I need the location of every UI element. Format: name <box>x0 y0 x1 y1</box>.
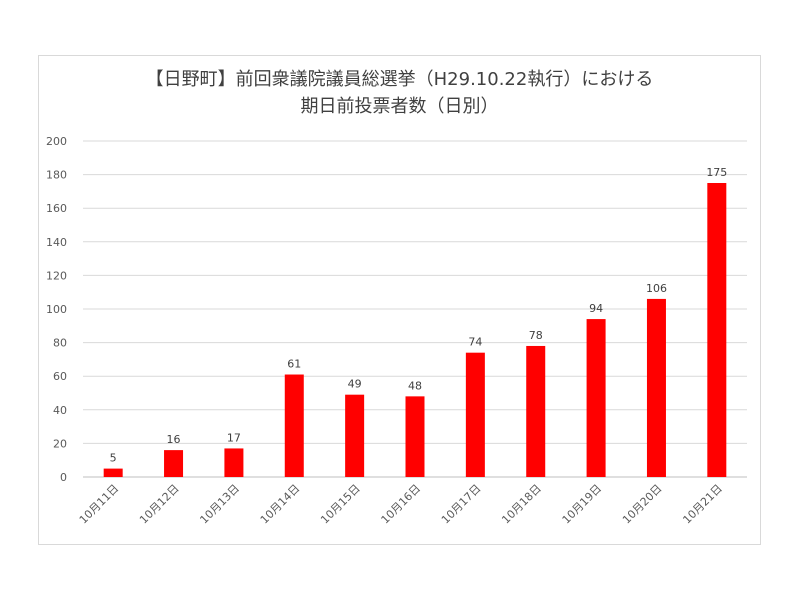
y-tick-label: 140 <box>46 236 67 249</box>
data-label: 49 <box>348 378 362 391</box>
y-tick-label: 200 <box>46 135 67 148</box>
chart-title-line-1: 【日野町】前回衆議院議員総選挙（H29.10.22執行）における <box>145 69 654 90</box>
chart-title-line-2: 期日前投票者数（日別） <box>300 96 499 117</box>
x-tick-label: 10月16日 <box>379 482 424 527</box>
bar <box>465 352 485 477</box>
x-tick-label: 10月21日 <box>680 482 725 527</box>
bar-chart-plot: 0 20 40 60 80 100 120 140 160 180 200 5 10月11日 16 10月1… <box>46 135 747 527</box>
y-tick-label: 120 <box>46 269 67 282</box>
chart-frame: 【日野町】前回衆議院議員総選挙（H29.10.22執行）における 期日前投票者数… <box>38 55 761 545</box>
y-tick-label: 0 <box>60 471 67 484</box>
data-label: 61 <box>287 358 301 371</box>
data-label: 5 <box>110 452 117 465</box>
data-label: 74 <box>468 336 482 349</box>
bar <box>646 298 666 477</box>
x-tick-label: 10月11日 <box>77 482 122 527</box>
y-tick-label: 100 <box>46 303 67 316</box>
data-label: 78 <box>529 329 543 342</box>
x-tick-label: 10月19日 <box>560 482 605 527</box>
x-tick-label: 10月15日 <box>318 482 363 527</box>
x-tick-label: 10月18日 <box>499 482 544 527</box>
y-tick-label: 40 <box>53 404 67 417</box>
x-tick-label: 10月17日 <box>439 482 484 527</box>
data-label: 48 <box>408 379 422 392</box>
chart-title: 【日野町】前回衆議院議員総選挙（H29.10.22執行）における 期日前投票者数… <box>39 66 760 120</box>
bar <box>164 450 184 477</box>
bar <box>526 345 546 477</box>
bar <box>103 468 123 477</box>
data-label: 106 <box>646 282 667 295</box>
data-label: 16 <box>167 433 181 446</box>
data-label: 175 <box>706 166 727 179</box>
y-tick-label: 180 <box>46 169 67 182</box>
bar <box>707 183 727 477</box>
y-tick-label: 80 <box>53 337 67 350</box>
y-tick-label: 160 <box>46 202 67 215</box>
bar <box>586 319 606 477</box>
x-tick-label: 10月20日 <box>620 482 665 527</box>
bar <box>224 448 244 477</box>
bar <box>284 374 304 477</box>
x-tick-label: 10月13日 <box>197 482 242 527</box>
y-tick-label: 20 <box>53 437 67 450</box>
x-tick-label: 10月12日 <box>137 482 182 527</box>
bar <box>405 396 425 477</box>
y-tick-label: 60 <box>53 370 67 383</box>
x-tick-label: 10月14日 <box>258 482 303 527</box>
data-label: 17 <box>227 431 241 444</box>
data-label: 94 <box>589 302 603 315</box>
bar <box>345 394 365 477</box>
